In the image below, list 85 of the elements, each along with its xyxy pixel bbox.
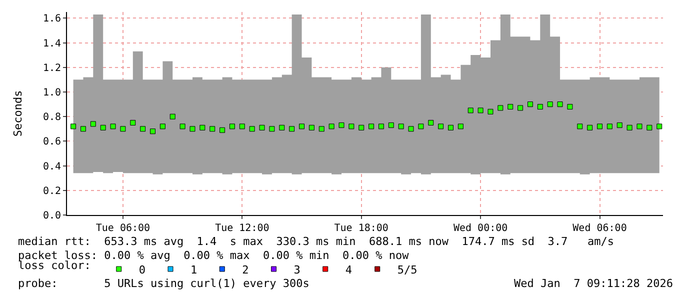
- point: [289, 126, 295, 132]
- x-tick-label: Tue 06:00: [96, 223, 150, 234]
- point: [180, 124, 186, 130]
- point: [299, 124, 305, 130]
- y-tick-label: 0.2: [42, 186, 61, 197]
- point: [249, 126, 255, 132]
- point: [428, 120, 434, 126]
- point: [368, 124, 374, 130]
- point: [408, 126, 414, 132]
- point: [100, 124, 106, 130]
- point: [190, 126, 196, 132]
- point: [488, 108, 494, 114]
- legend-label: 0: [138, 263, 146, 276]
- point: [338, 122, 344, 128]
- point: [388, 122, 394, 128]
- point: [308, 124, 314, 130]
- point: [398, 124, 404, 130]
- point: [448, 124, 454, 130]
- point: [120, 126, 126, 132]
- point: [140, 126, 146, 132]
- x-tick-label: Tue 12:00: [215, 223, 270, 234]
- x-tick-label: Wed 00:00: [453, 223, 508, 234]
- point: [606, 124, 612, 130]
- point: [110, 124, 116, 130]
- point: [378, 124, 384, 130]
- x-tick-label: Tue 18:00: [334, 223, 388, 234]
- y-tick-label: 0.4: [42, 161, 61, 172]
- y-tick-label: 1.6: [42, 14, 61, 25]
- point: [90, 121, 96, 127]
- text: Wed Jan 7 09:11:28 2026: [514, 277, 673, 290]
- point: [478, 108, 484, 114]
- text: median rtt: 653.3 ms avg 1.4 s max 330.3 ms min 688.1 ms now 174.7 ms sd 3.7 am/s: [18, 235, 614, 248]
- point: [358, 124, 364, 130]
- point: [200, 124, 206, 130]
- point: [279, 124, 285, 130]
- point: [508, 104, 514, 110]
- point: [527, 102, 533, 108]
- point: [518, 105, 524, 111]
- y-tick-label: 1.0: [42, 87, 61, 98]
- point: [567, 104, 573, 110]
- point: [557, 102, 563, 108]
- legend-label: 2: [242, 263, 249, 276]
- y-tick-label: 1.2: [42, 62, 61, 74]
- y-axis-title: Seconds: [12, 90, 25, 137]
- point: [160, 124, 166, 130]
- text: packet loss: 0.00 % avg 0.00 % max 0.00 % min 0.00 % now: [18, 249, 410, 262]
- legend-label: 5/5: [397, 263, 418, 276]
- point: [418, 124, 424, 130]
- point: [318, 126, 324, 132]
- point: [587, 124, 593, 130]
- text: probe: 5 URLs using curl(1) every 300s: [18, 277, 310, 290]
- point: [597, 124, 603, 130]
- point: [626, 124, 632, 130]
- legend-label: 1: [190, 263, 198, 276]
- legend-label: 4: [345, 263, 352, 276]
- point: [170, 114, 176, 120]
- point: [616, 122, 622, 128]
- point: [70, 124, 76, 130]
- point: [498, 105, 504, 111]
- point: [547, 102, 553, 108]
- point: [656, 124, 662, 130]
- point: [229, 124, 235, 130]
- y-tick-label: 1.4: [42, 38, 61, 50]
- point: [80, 126, 86, 132]
- point: [220, 127, 226, 133]
- point: [259, 124, 265, 130]
- y-tick-label: 0.0: [42, 210, 61, 222]
- point: [130, 120, 136, 126]
- point: [239, 124, 245, 130]
- point: [646, 124, 652, 130]
- x-tick-label: Wed 06:00: [572, 223, 627, 234]
- point: [577, 124, 583, 130]
- y-tick-label: 0.8: [42, 112, 61, 124]
- point: [348, 124, 354, 130]
- point: [458, 124, 464, 130]
- point: [328, 124, 334, 130]
- point: [438, 124, 444, 130]
- point: [636, 124, 642, 130]
- point: [150, 128, 156, 134]
- point: [468, 108, 474, 114]
- point: [269, 126, 275, 132]
- point: [210, 126, 216, 132]
- legend-label: 3: [294, 263, 300, 276]
- point: [537, 104, 543, 110]
- y-tick-label: 0.6: [42, 136, 61, 148]
